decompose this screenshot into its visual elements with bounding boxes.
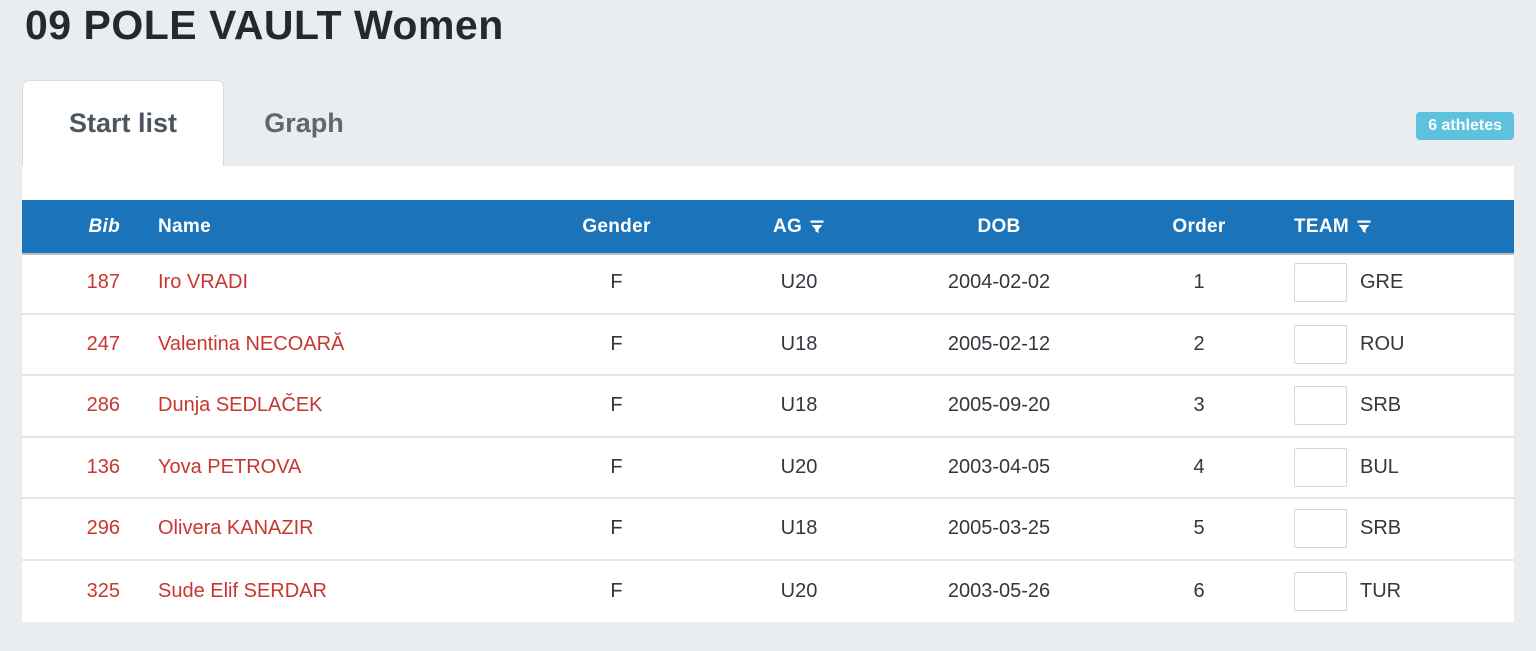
team-code: TUR bbox=[1360, 579, 1402, 602]
bib-link[interactable]: 286 bbox=[86, 394, 120, 417]
column-header-name: Name bbox=[158, 215, 211, 237]
flag-placeholder bbox=[1294, 263, 1347, 303]
tab-graph-label: Graph bbox=[264, 107, 344, 138]
age-group-cell: U20 bbox=[780, 455, 818, 478]
column-header-bib: Bib bbox=[88, 215, 120, 237]
age-group-cell: U18 bbox=[780, 517, 818, 540]
gender-cell: F bbox=[610, 332, 623, 355]
bib-link[interactable]: 296 bbox=[86, 517, 120, 540]
table-row: 325 Sude Elif SERDAR F U20 2003-05-26 6 … bbox=[22, 561, 1514, 623]
team-code: BUL bbox=[1360, 455, 1399, 478]
team-code: GRE bbox=[1360, 271, 1404, 294]
team-code: SRB bbox=[1360, 517, 1402, 540]
athlete-name-link[interactable]: Sude Elif SERDAR bbox=[158, 579, 327, 602]
order-cell: 4 bbox=[1193, 455, 1205, 478]
column-header-ag: AG bbox=[724, 216, 874, 238]
age-group-cell: U18 bbox=[780, 332, 818, 355]
dob-cell: 2003-04-05 bbox=[947, 455, 1051, 478]
tab-start-list[interactable]: Start list bbox=[22, 80, 224, 166]
table-header-row: Bib Name Gender AG DOB Order TEAM bbox=[22, 200, 1514, 253]
team-cell: GRE bbox=[1274, 263, 1514, 303]
table-row: 187 Iro VRADI F U20 2004-02-02 1 GRE bbox=[22, 253, 1514, 315]
start-list-panel: Bib Name Gender AG DOB Order TEAM bbox=[22, 166, 1514, 622]
athlete-name-link[interactable]: Yova PETROVA bbox=[158, 455, 302, 478]
flag-placeholder bbox=[1294, 509, 1347, 549]
column-header-order: Order bbox=[1172, 215, 1226, 237]
flag-placeholder bbox=[1294, 324, 1347, 364]
flag-placeholder bbox=[1294, 571, 1347, 611]
team-code: ROU bbox=[1360, 332, 1405, 355]
flag-placeholder bbox=[1294, 447, 1347, 487]
column-header-ag-label: AG bbox=[772, 215, 803, 237]
column-header-dob: DOB bbox=[977, 215, 1021, 237]
flag-placeholder bbox=[1294, 386, 1347, 426]
gender-cell: F bbox=[610, 394, 623, 417]
gender-cell: F bbox=[610, 579, 623, 602]
column-header-team-label: TEAM bbox=[1294, 215, 1350, 237]
dob-cell: 2005-03-25 bbox=[947, 517, 1051, 540]
bib-link[interactable]: 247 bbox=[86, 332, 120, 355]
dob-cell: 2005-02-12 bbox=[947, 332, 1051, 355]
bib-link[interactable]: 136 bbox=[86, 455, 120, 478]
table-row: 286 Dunja SEDLAČEK F U18 2005-09-20 3 SR… bbox=[22, 376, 1514, 438]
table-row: 136 Yova PETROVA F U20 2003-04-05 4 BUL bbox=[22, 438, 1514, 499]
age-group-cell: U20 bbox=[780, 579, 818, 602]
athlete-count-badge: 6 athletes bbox=[1416, 112, 1514, 140]
tab-bar: Start list Graph bbox=[22, 80, 384, 166]
filter-funnel-icon[interactable] bbox=[809, 219, 825, 235]
order-cell: 5 bbox=[1193, 517, 1205, 540]
gender-cell: F bbox=[610, 271, 623, 294]
page-title: 09 POLE VAULT Women bbox=[25, 2, 504, 48]
order-cell: 1 bbox=[1193, 271, 1205, 294]
age-group-cell: U18 bbox=[780, 394, 818, 417]
order-cell: 3 bbox=[1193, 394, 1205, 417]
gender-cell: F bbox=[610, 517, 623, 540]
table-row: 296 Olivera KANAZIR F U18 2005-03-25 5 S… bbox=[22, 499, 1514, 561]
team-cell: SRB bbox=[1274, 509, 1514, 549]
athlete-name-link[interactable]: Dunja SEDLAČEK bbox=[158, 394, 323, 417]
team-cell: BUL bbox=[1274, 447, 1514, 487]
bib-link[interactable]: 325 bbox=[86, 579, 120, 602]
table-row: 247 Valentina NECOARĂ F U18 2005-02-12 2… bbox=[22, 315, 1514, 376]
tab-start-list-label: Start list bbox=[68, 108, 178, 138]
bib-link[interactable]: 187 bbox=[86, 271, 120, 294]
dob-cell: 2004-02-02 bbox=[947, 271, 1051, 294]
column-header-team: TEAM bbox=[1274, 216, 1514, 238]
gender-cell: F bbox=[610, 455, 623, 478]
team-code: SRB bbox=[1360, 394, 1402, 417]
team-cell: TUR bbox=[1274, 571, 1514, 611]
dob-cell: 2005-09-20 bbox=[947, 394, 1051, 417]
team-cell: ROU bbox=[1274, 324, 1514, 364]
order-cell: 6 bbox=[1193, 579, 1205, 602]
order-cell: 2 bbox=[1193, 332, 1205, 355]
filter-funnel-icon[interactable] bbox=[1356, 219, 1372, 235]
dob-cell: 2003-05-26 bbox=[947, 579, 1051, 602]
table-body: 187 Iro VRADI F U20 2004-02-02 1 GRE 247… bbox=[22, 253, 1514, 622]
athlete-name-link[interactable]: Iro VRADI bbox=[158, 271, 249, 294]
tab-graph[interactable]: Graph bbox=[224, 80, 384, 166]
team-cell: SRB bbox=[1274, 386, 1514, 426]
athlete-name-link[interactable]: Olivera KANAZIR bbox=[158, 517, 314, 540]
age-group-cell: U20 bbox=[780, 271, 818, 294]
athlete-name-link[interactable]: Valentina NECOARĂ bbox=[158, 332, 345, 355]
column-header-gender: Gender bbox=[582, 215, 651, 237]
